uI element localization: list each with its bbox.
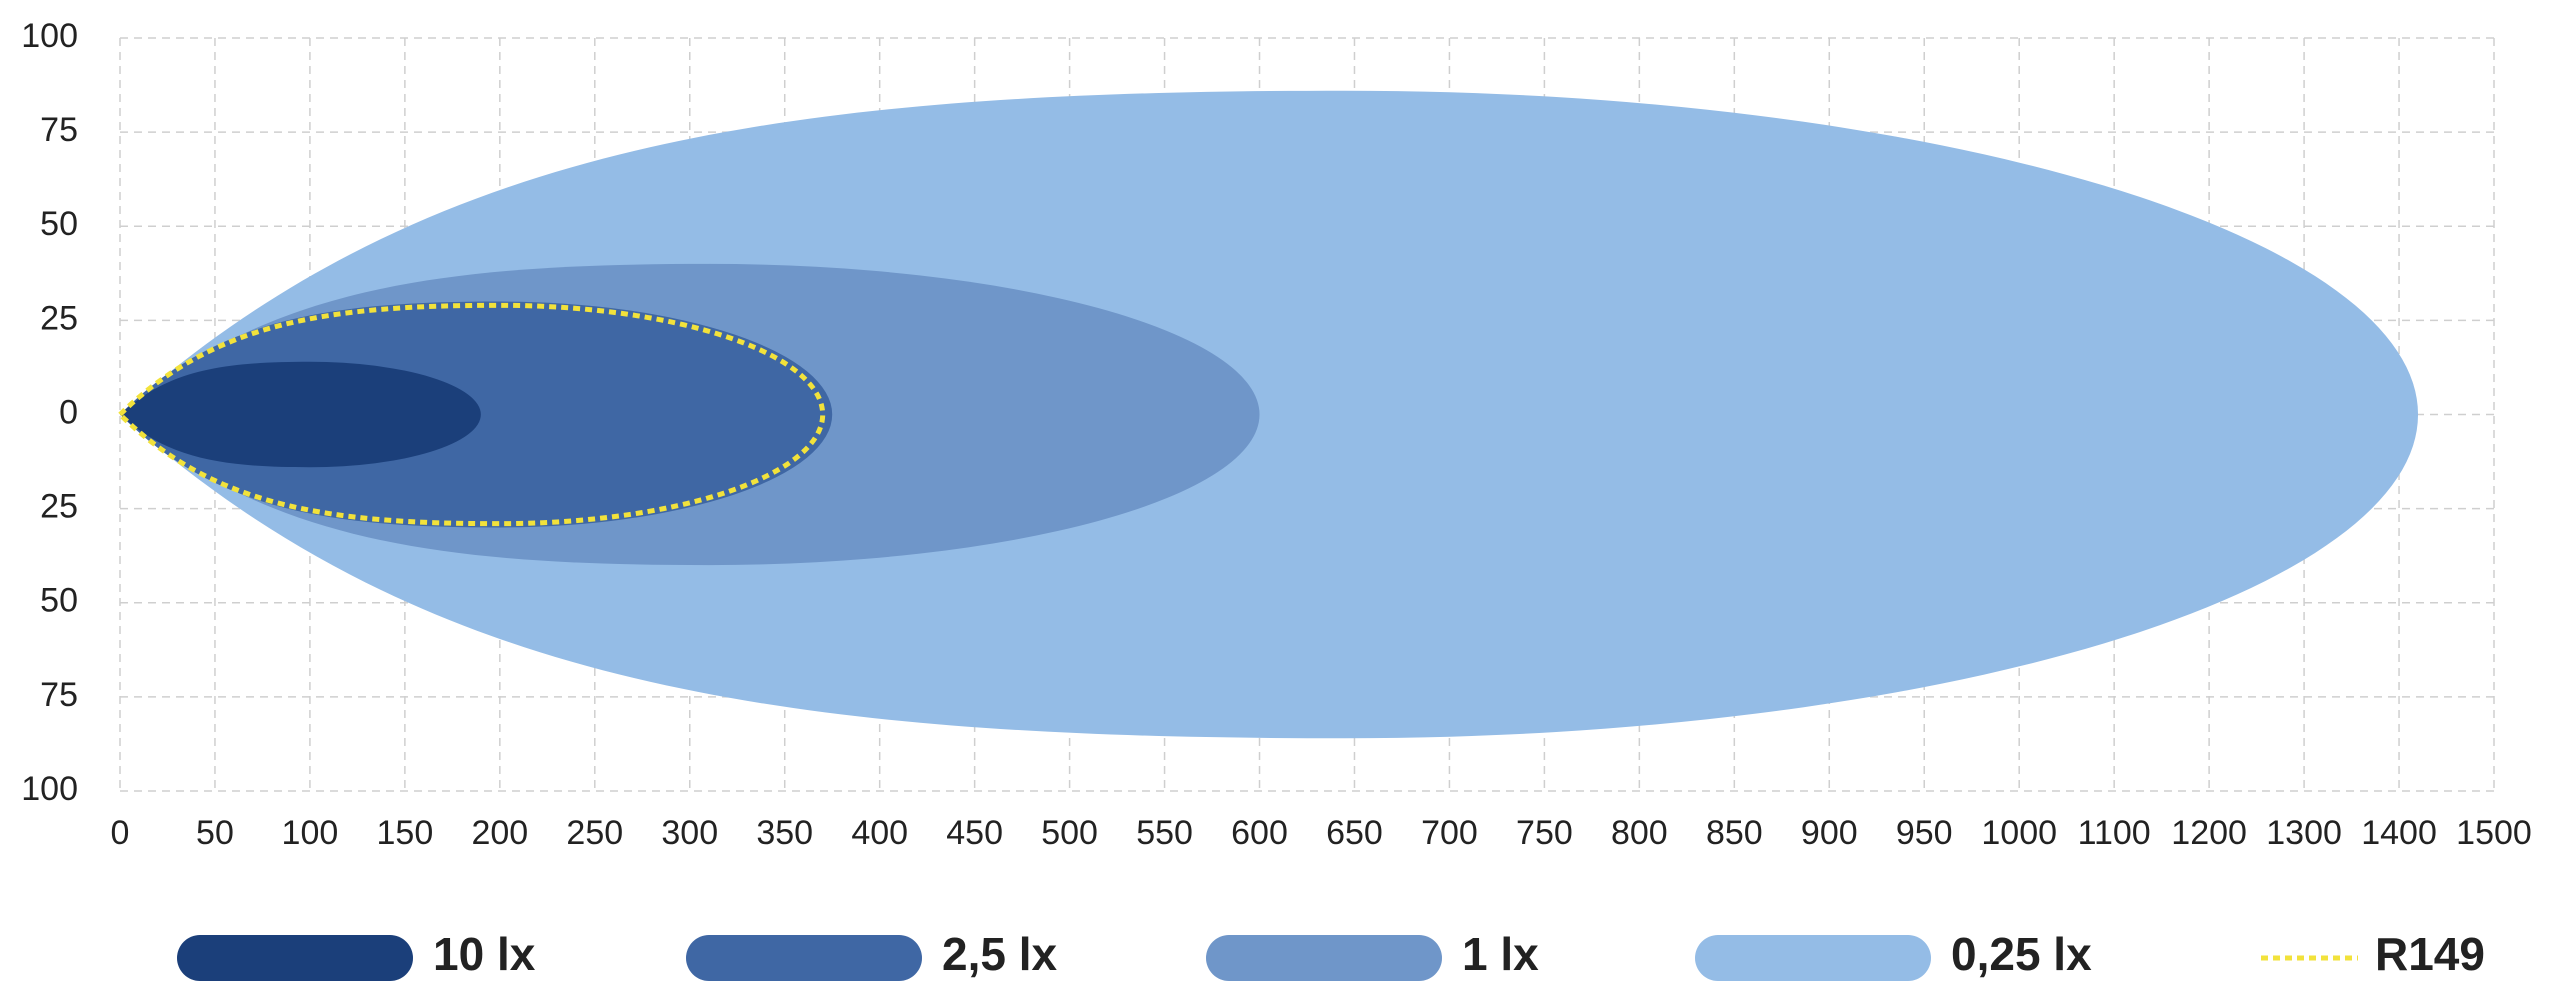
legend-swatch — [686, 935, 922, 981]
y-tick-label: 75 — [40, 111, 78, 149]
legend-label: 1 lx — [1462, 928, 1539, 980]
legend-swatch — [177, 935, 413, 981]
legend-label: 0,25 lx — [1951, 928, 2092, 980]
legend-label: 2,5 lx — [942, 928, 1058, 980]
x-tick-label: 300 — [661, 814, 718, 852]
y-tick-label: 50 — [40, 582, 78, 620]
x-tick-label: 350 — [756, 814, 813, 852]
x-tick-label: 600 — [1231, 814, 1288, 852]
y-tick-label: 25 — [40, 299, 78, 337]
x-tick-label: 700 — [1421, 814, 1478, 852]
legend-label: 10 lx — [433, 928, 536, 980]
y-tick-label: 75 — [40, 676, 78, 714]
x-tick-label: 1000 — [1981, 814, 2057, 852]
x-tick-label: 1500 — [2456, 814, 2532, 852]
x-tick-label: 0 — [111, 814, 130, 852]
x-tick-label: 450 — [946, 814, 1003, 852]
isolux-zone — [120, 90, 2419, 739]
x-tick-label: 400 — [851, 814, 908, 852]
x-tick-label: 850 — [1706, 814, 1763, 852]
x-tick-label: 200 — [471, 814, 528, 852]
x-tick-label: 100 — [282, 814, 339, 852]
y-tick-label: 0 — [59, 393, 78, 431]
isolux-zone — [120, 361, 481, 468]
x-tick-label: 1400 — [2361, 814, 2437, 852]
x-tick-label: 500 — [1041, 814, 1098, 852]
y-tick-label: 100 — [21, 770, 78, 808]
x-tick-label: 650 — [1326, 814, 1383, 852]
x-tick-label: 900 — [1801, 814, 1858, 852]
legend-swatch — [1206, 935, 1442, 981]
y-tick-label: 100 — [21, 17, 78, 55]
legend-swatch — [1695, 935, 1931, 981]
x-tick-label: 950 — [1896, 814, 1953, 852]
limit-outline — [116, 302, 826, 527]
y-tick-label: 25 — [40, 488, 78, 526]
x-tick-label: 1100 — [2078, 814, 2151, 852]
x-tick-label: 800 — [1611, 814, 1668, 852]
x-tick-label: 150 — [377, 814, 434, 852]
legend-label: R149 — [2375, 928, 2485, 980]
y-tick-label: 50 — [40, 205, 78, 243]
x-tick-label: 550 — [1136, 814, 1193, 852]
x-tick-label: 50 — [196, 814, 234, 852]
x-tick-label: 750 — [1516, 814, 1573, 852]
x-tick-label: 250 — [566, 814, 623, 852]
x-tick-label: 1300 — [2266, 814, 2342, 852]
x-tick-label: 1200 — [2171, 814, 2247, 852]
